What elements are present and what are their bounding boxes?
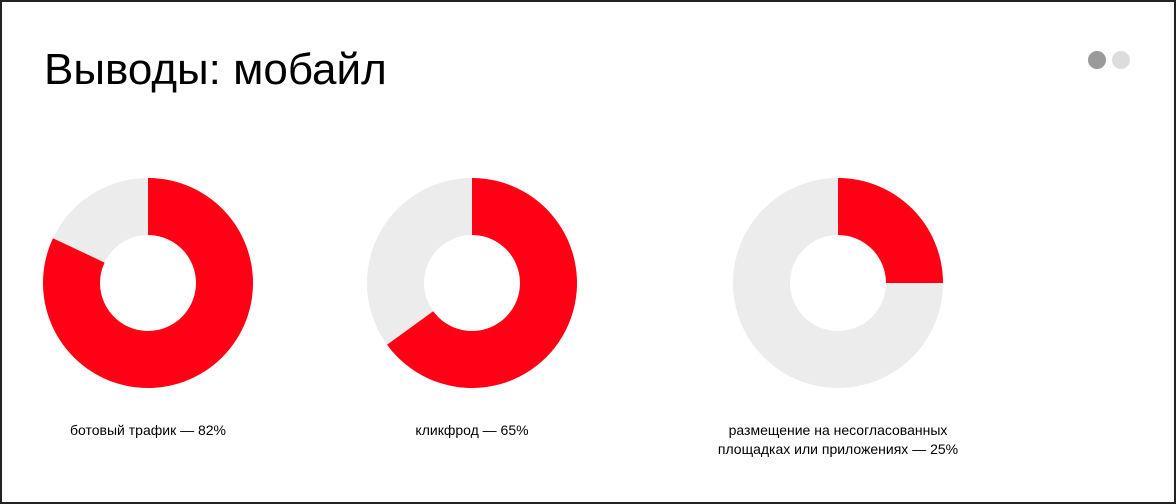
donut-label: размещение на несогласованных <box>729 422 948 438</box>
donut-label: площадках или приложениях — 25% <box>718 441 958 457</box>
page-dot[interactable] <box>1112 51 1130 69</box>
donut-label: кликфрод — 65% <box>415 422 528 438</box>
page-dot[interactable] <box>1088 51 1106 69</box>
donut-segment <box>387 178 578 388</box>
donut-segment <box>43 178 254 389</box>
slide-title: Выводы: мобайл <box>44 45 387 94</box>
donut-label: ботовый трафик — 82% <box>70 422 226 438</box>
donut-segment <box>838 178 943 283</box>
